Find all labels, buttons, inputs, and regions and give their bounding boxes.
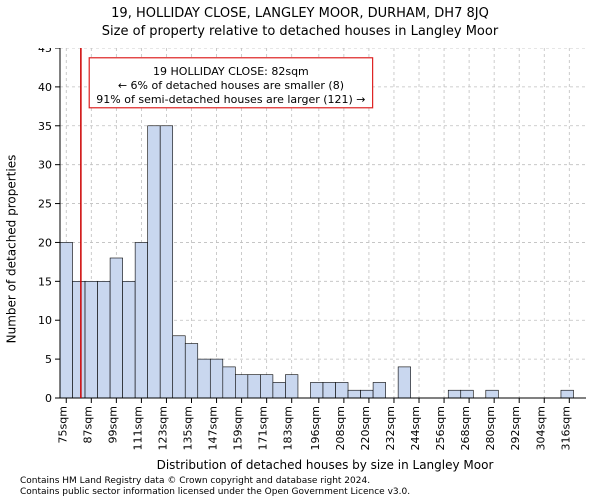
annotation-line: 19 HOLLIDAY CLOSE: 82sqm <box>153 65 309 78</box>
histogram-bar <box>361 390 374 398</box>
x-tick-label: 196sqm <box>309 406 322 450</box>
x-axis-label: Distribution of detached houses by size … <box>60 458 590 472</box>
histogram-bar <box>160 126 173 398</box>
y-tick-label: 45 <box>38 48 52 55</box>
x-tick-label: 316sqm <box>559 406 572 450</box>
histogram-chart: 0 5 10 15 20 25 30 35 40 45 75sqm 87sqm 99sqm 111sqm 1… <box>0 48 600 450</box>
histogram-bar <box>248 375 261 398</box>
y-tick-label: 20 <box>38 236 52 249</box>
histogram-bar <box>561 390 574 398</box>
histogram-bar <box>310 382 323 398</box>
attribution-footer: Contains HM Land Registry data © Crown c… <box>20 476 590 498</box>
x-tick-label: 183sqm <box>282 406 295 450</box>
x-tick-label: 220sqm <box>359 406 372 450</box>
histogram-bar <box>348 390 361 398</box>
histogram-bar <box>273 382 286 398</box>
histogram-bar <box>98 281 111 398</box>
x-tick-label: 99sqm <box>106 406 119 443</box>
x-tick-label: 111sqm <box>131 406 144 450</box>
y-tick-label: 10 <box>38 314 52 327</box>
histogram-bar <box>123 281 136 398</box>
x-tick-label: 123sqm <box>156 406 169 450</box>
histogram-bar <box>461 390 474 398</box>
histogram-bar <box>260 375 273 398</box>
x-tick-label: 244sqm <box>409 406 422 450</box>
x-tick-label: 232sqm <box>384 406 397 450</box>
footer-line-1: Contains HM Land Registry data © Crown c… <box>20 476 590 487</box>
x-tick-label: 304sqm <box>534 406 547 450</box>
y-tick-label: 30 <box>38 159 52 172</box>
y-tick-label: 0 <box>45 392 52 405</box>
histogram-bar <box>486 390 499 398</box>
x-tick-label: 75sqm <box>56 406 69 443</box>
histogram-bar <box>135 242 148 398</box>
histogram-bar <box>336 382 349 398</box>
x-tick-label: 147sqm <box>207 406 220 450</box>
x-tick-label: 87sqm <box>81 406 94 443</box>
x-tick-label: 292sqm <box>509 406 522 450</box>
y-tick-label: 5 <box>45 353 52 366</box>
title-address: 19, HOLLIDAY CLOSE, LANGLEY MOOR, DURHAM… <box>0 6 600 21</box>
histogram-bar <box>210 359 223 398</box>
y-tick-label: 25 <box>38 198 52 211</box>
histogram-bar <box>235 375 248 398</box>
histogram-bar <box>323 382 336 398</box>
x-tick-label: 208sqm <box>334 406 347 450</box>
x-tick-label: 280sqm <box>484 406 497 450</box>
annotation-line: 91% of semi-detached houses are larger (… <box>96 93 365 106</box>
histogram-bar <box>285 375 298 398</box>
histogram-bar <box>110 258 123 398</box>
histogram-bar <box>198 359 211 398</box>
histogram-bar <box>85 281 98 398</box>
x-tick-label: 171sqm <box>257 406 270 450</box>
x-tick-label: 268sqm <box>459 406 472 450</box>
histogram-bar <box>398 367 411 398</box>
x-tick-label: 256sqm <box>434 406 447 450</box>
annotation-line: ← 6% of detached houses are smaller (8) <box>118 79 344 92</box>
histogram-bar <box>448 390 461 398</box>
histogram-bar <box>73 281 86 398</box>
histogram-bar <box>148 126 161 398</box>
y-tick-label: 35 <box>38 120 52 133</box>
page: 19, HOLLIDAY CLOSE, LANGLEY MOOR, DURHAM… <box>0 0 600 500</box>
x-tick-label: 135sqm <box>182 406 195 450</box>
histogram-bar <box>223 367 236 398</box>
histogram-bar <box>173 336 186 398</box>
y-tick-label: 40 <box>38 81 52 94</box>
histogram-bar <box>60 242 73 398</box>
histogram-bar <box>373 382 386 398</box>
x-tick-label: 159sqm <box>232 406 245 450</box>
y-tick-label: 15 <box>38 275 52 288</box>
chart-area: 0 5 10 15 20 25 30 35 40 45 75sqm 87sqm 99sqm 111sqm 1… <box>0 48 600 450</box>
title-subtitle: Size of property relative to detached ho… <box>0 24 600 39</box>
histogram-bar <box>185 344 198 398</box>
footer-line-2: Contains public sector information licen… <box>20 487 590 498</box>
